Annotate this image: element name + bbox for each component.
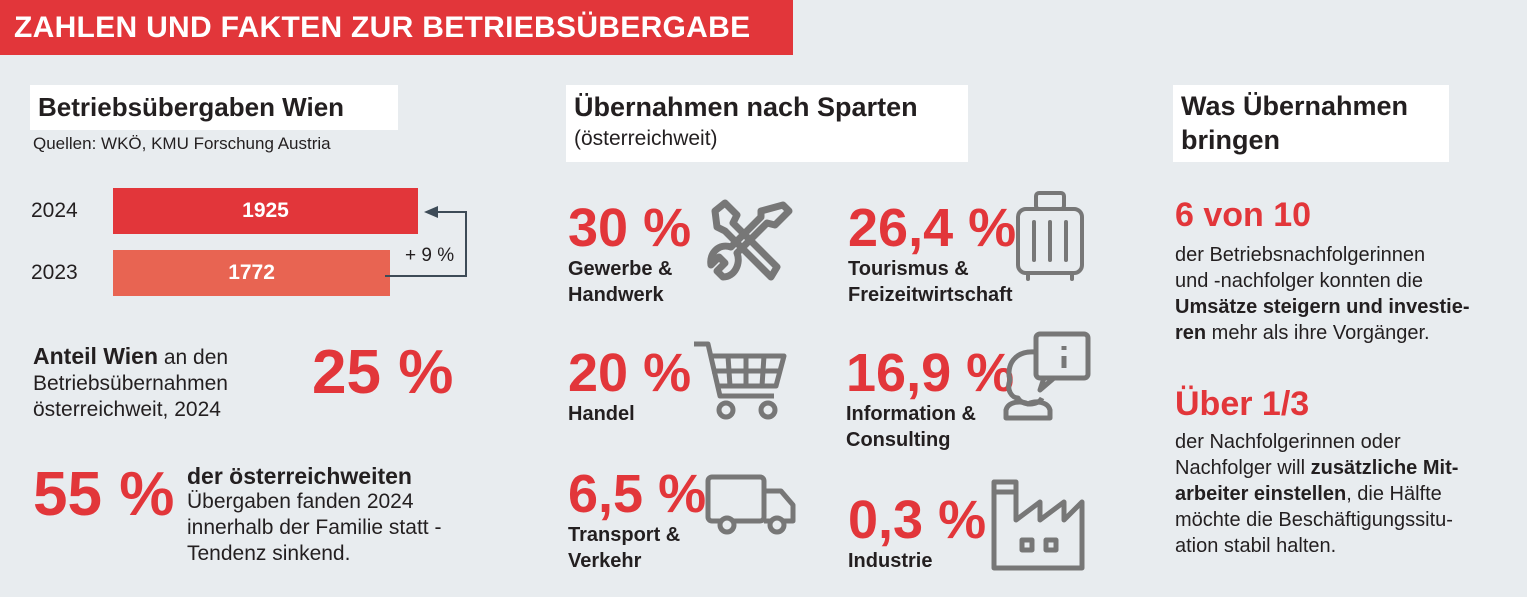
fact2-line: ation stabil halten. (1175, 535, 1337, 557)
sparte-value: 26,4 % (848, 198, 1017, 258)
sparte-label: Tourismus & (848, 258, 969, 280)
sparte-value: 30 % (568, 198, 692, 258)
sparte-value: 0,3 % (848, 490, 987, 550)
sparte-label: Industrie (848, 550, 933, 572)
fact2-value: Über 1/3 (1175, 385, 1310, 423)
anteil-line3: österreichweit, 2024 (33, 398, 221, 421)
fact1-bold: Umsätze steigern und investie- (1175, 296, 1470, 318)
source-text: Quellen: WKÖ, KMU Forschung Austria (33, 134, 331, 153)
tools-icon (705, 197, 793, 285)
sparte-label: Handel (568, 403, 635, 425)
anteil-bold: Anteil Wien (33, 343, 159, 369)
fact1-line: und -nachfolger konnten die (1175, 270, 1423, 292)
change-arrow-icon (385, 206, 467, 277)
sparte-item: 30 % Gewerbe & Handwerk (568, 200, 691, 308)
anteil-line2: Betriebsübernahmen (33, 372, 228, 395)
sparte-value: 6,5 % (568, 464, 707, 524)
bar-2023: 1772 (113, 250, 391, 296)
sparte-label: Handwerk (568, 284, 664, 306)
fact2-bold: zusätzliche Mit- (1310, 457, 1459, 479)
nutzen-title-box: Was Übernahmen bringen (1173, 85, 1449, 162)
bar-2024: 1925 (113, 188, 418, 234)
familie-value: 55 % (33, 460, 175, 529)
sparten-title: Übernahmen nach Sparten (574, 92, 918, 122)
sparte-value: 20 % (568, 343, 692, 403)
fact1-line: mehr als ihre Vorgänger. (1206, 322, 1430, 344)
shopping-cart-icon (692, 340, 788, 422)
familie-text: der österreichweiten Übergaben fanden 20… (187, 463, 441, 567)
wien-title: Betriebsübergaben Wien (30, 85, 398, 130)
change-label: + 9 % (405, 245, 455, 266)
fact2-line: möchte die Beschäftigungssitu- (1175, 509, 1453, 531)
fact1-text: der Betriebsnachfolgerinnen und -nachfol… (1175, 242, 1470, 346)
sparte-item: 6,5 % Transport & Verkehr (568, 466, 706, 574)
fact1-line: der Betriebsnachfolgerinnen (1175, 244, 1426, 266)
sparte-label: Transport & (568, 524, 681, 546)
sparte-label: Gewerbe & (568, 258, 673, 280)
bar-year-2024: 2024 (31, 199, 78, 222)
sparten-title-box: Übernahmen nach Sparten (österreichweit) (566, 85, 968, 162)
factory-icon (990, 478, 1086, 572)
familie-line4: Tendenz sinkend. (187, 542, 351, 565)
sparte-item: 0,3 % Industrie (848, 492, 986, 574)
anteil-text: Anteil Wien an den Betriebsübernahmen ös… (33, 343, 228, 423)
info-person-icon (1000, 330, 1092, 422)
sparte-item: 20 % Handel (568, 345, 691, 427)
familie-bold: der österreichweiten (187, 463, 412, 489)
fact1-value: 6 von 10 (1175, 196, 1312, 234)
sparte-label: Information & (846, 403, 976, 425)
fact2-line: Nachfolger will (1175, 457, 1311, 479)
sparte-label: Verkehr (568, 550, 642, 572)
fact2-bold: arbeiter einstellen (1175, 483, 1347, 505)
fact2-line: , die Hälfte (1346, 483, 1442, 505)
fact1-bold: ren (1175, 322, 1207, 344)
nutzen-title-line2: bringen (1181, 125, 1280, 155)
sparte-item: 16,9 % Information & Consulting (846, 345, 1014, 453)
sparte-value: 16,9 % (846, 343, 1015, 403)
sparte-label: Consulting (846, 429, 951, 451)
familie-line2: Übergaben fanden 2024 (187, 490, 414, 513)
fact2-text: der Nachfolgerinnen oder Nachfolger will… (1175, 429, 1458, 559)
anteil-rest: an den (158, 346, 229, 369)
truck-icon (705, 473, 797, 537)
sparten-subtitle: (österreichweit) (574, 127, 718, 150)
sparte-item: 26,4 % Tourismus & Freizeitwirtschaft (848, 200, 1016, 308)
bar-year-2023: 2023 (31, 261, 78, 284)
suitcase-icon (1012, 190, 1088, 282)
familie-line3: innerhalb der Familie statt - (187, 516, 442, 539)
sparte-label: Freizeitwirtschaft (848, 284, 1013, 306)
nutzen-title-line1: Was Übernahmen (1181, 91, 1409, 121)
anteil-value: 25 % (312, 338, 454, 407)
fact2-line: der Nachfolgerinnen oder (1175, 431, 1401, 453)
page-header: ZAHLEN UND FAKTEN ZUR BETRIEBSÜBERGABE (0, 0, 793, 55)
